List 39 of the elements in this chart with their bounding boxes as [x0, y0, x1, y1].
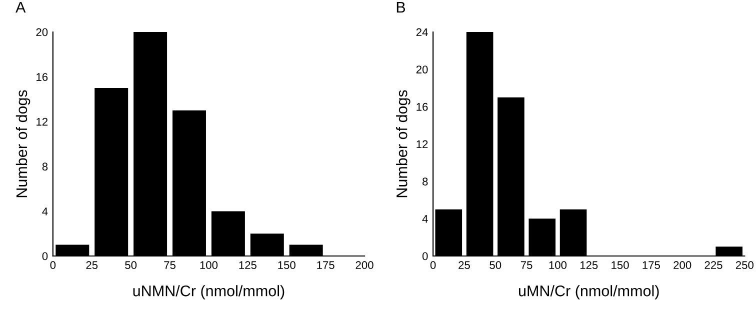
- y-axis-title: Number of dogs: [16, 90, 30, 198]
- y-tick-label: 8: [42, 162, 48, 171]
- x-tick-label: 0: [430, 261, 436, 270]
- x-tick-label: 50: [125, 261, 137, 270]
- x-tick-label: 150: [278, 261, 296, 270]
- x-tick-label: 125: [239, 261, 256, 270]
- y-tick-label: 16: [36, 73, 48, 81]
- y-tick-label: 0: [422, 252, 428, 260]
- y-tick-label: 12: [36, 118, 48, 126]
- y-tick-label: 4: [422, 215, 428, 223]
- x-tick-label: 75: [520, 261, 532, 270]
- x-tick-label: 100: [549, 261, 567, 270]
- x-tick-label: 75: [164, 261, 176, 270]
- y-axis-title: Number of dogs: [396, 90, 410, 198]
- x-tick-label: 50: [490, 261, 502, 270]
- y-tick-label: 0: [42, 252, 48, 260]
- y-tick-label: 8: [422, 178, 428, 186]
- x-tick-label: 25: [86, 261, 98, 270]
- x-tick-label: 200: [674, 261, 692, 270]
- chart-title: B: [396, 2, 406, 12]
- y-tick-label: 20: [416, 66, 428, 74]
- x-tick-label: 175: [317, 261, 334, 270]
- y-tick-label: 4: [42, 208, 48, 216]
- y-tick-label: 16: [416, 102, 428, 111]
- x-tick-label: 0: [50, 261, 56, 270]
- x-tick-label: 25: [458, 261, 470, 270]
- x-tick-label: 125: [580, 261, 598, 270]
- x-tick-label: 250: [736, 261, 754, 270]
- x-axis-title: uMN/Cr (nmol/mmol): [518, 285, 659, 300]
- x-tick-label: 175: [642, 261, 660, 270]
- x-tick-label: 225: [704, 261, 722, 270]
- x-tick-label: 150: [612, 261, 629, 270]
- chart-title: A: [16, 2, 26, 12]
- x-tick-label: 100: [200, 261, 218, 270]
- y-tick-label: 24: [416, 28, 428, 36]
- y-tick-label: 20: [36, 28, 48, 36]
- x-axis-title: uNMN/Cr (nmol/mmol): [133, 285, 284, 300]
- x-tick-label: 200: [356, 261, 374, 270]
- y-tick-label: 12: [416, 140, 428, 148]
